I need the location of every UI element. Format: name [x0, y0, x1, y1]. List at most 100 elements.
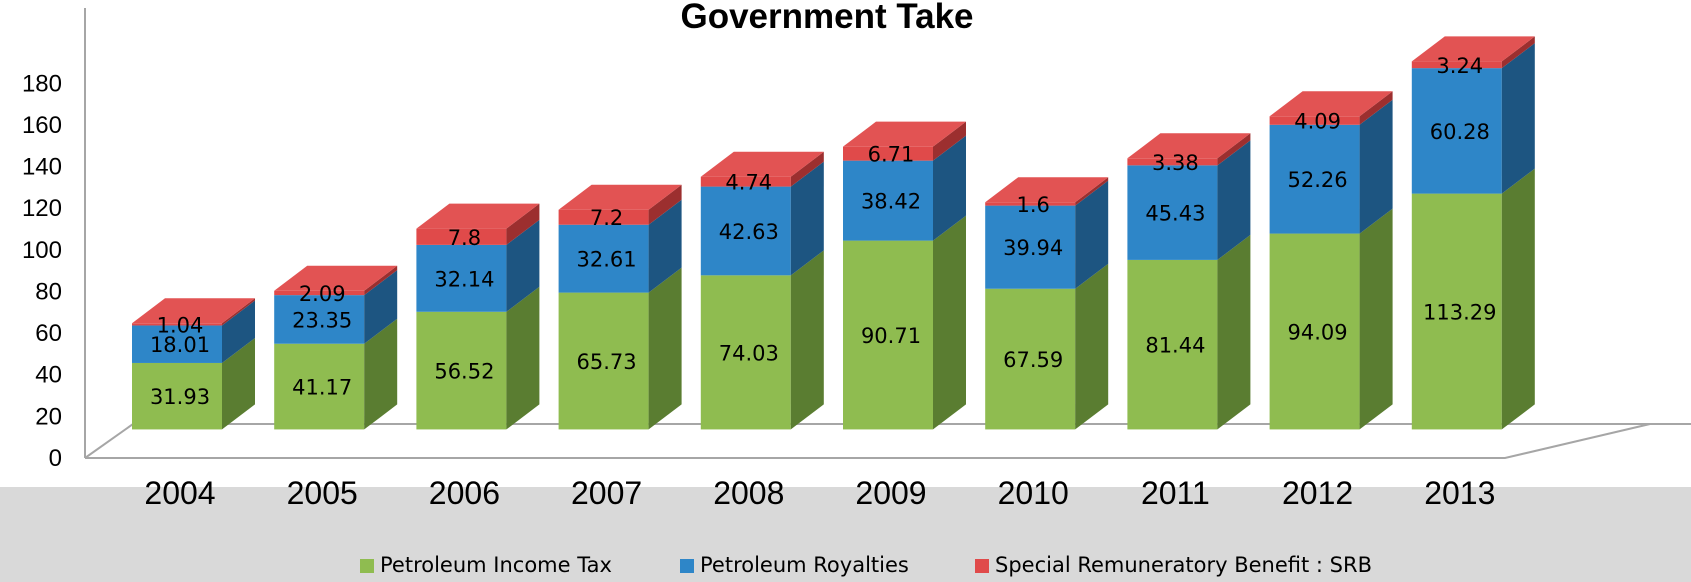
bar-segment-side — [648, 184, 682, 225]
y-tick-label: 160 — [22, 112, 62, 139]
data-label: 32.61 — [577, 248, 637, 272]
bar-segment — [1269, 124, 1360, 234]
bar-top — [843, 121, 966, 147]
bar-segment — [843, 240, 933, 430]
y-tick-label: 80 — [35, 278, 62, 305]
bar-segment — [132, 323, 222, 326]
chart-title: Government Take — [680, 0, 973, 36]
bar-segment-side — [1217, 234, 1251, 430]
bar-top — [985, 177, 1109, 203]
bar-segment-side — [1217, 140, 1251, 260]
legend-label: Petroleum Income Tax — [380, 553, 612, 577]
bar-segment — [843, 160, 933, 241]
bar-segment — [1127, 158, 1218, 166]
data-labels: 31.93 18.011.04 41.17 23.352.09 56.52 32.14 7.… — [150, 54, 1497, 409]
bar-segment-side — [364, 318, 398, 430]
x-axis-labels: 2004 2005 2006 2007 2008 2009 2010 2011 2012 2013 — [144, 475, 1495, 511]
x-tick-label: 2007 — [571, 475, 642, 511]
data-label: 3.24 — [1436, 54, 1483, 78]
bar-segment-side — [790, 161, 824, 276]
x-tick-label: 2005 — [287, 475, 358, 511]
bar-segment — [1411, 193, 1502, 430]
bar-segment-side — [790, 250, 824, 430]
bar-segment — [700, 186, 791, 276]
data-label: 39.94 — [1003, 236, 1063, 260]
bar-segment-side — [1359, 99, 1393, 234]
bar-segment — [985, 202, 1076, 206]
bar-segment-side — [364, 270, 398, 344]
y-axis: 0 20 40 60 80 100 120 140 160 180 — [22, 8, 86, 472]
data-label: 94.09 — [1288, 321, 1348, 345]
y-tick-label: 0 — [49, 445, 62, 472]
bar-segment — [700, 176, 791, 187]
bar-top — [1269, 91, 1393, 117]
data-label: 4.74 — [725, 171, 772, 195]
bar-segment-side — [1217, 133, 1251, 166]
y-tick-label: 100 — [22, 237, 62, 264]
bar-segment-side — [1075, 177, 1109, 206]
bar-segment — [132, 362, 222, 430]
data-label: 41.17 — [292, 376, 352, 400]
data-label: 65.73 — [577, 350, 637, 374]
data-label: 6.71 — [868, 143, 915, 167]
bar-segment-side — [1501, 36, 1535, 69]
bar-segment — [700, 275, 791, 430]
bar-segment — [274, 295, 365, 344]
bar-segment — [558, 224, 649, 293]
bar-segment-side — [648, 267, 682, 430]
x-tick-label: 2011 — [1141, 475, 1210, 511]
bar-segment-side — [222, 300, 255, 363]
bars — [132, 36, 1535, 430]
data-label: 23.35 — [292, 308, 352, 332]
bar-segment-side — [648, 199, 682, 293]
data-label: 42.63 — [719, 220, 779, 244]
bar-segment — [416, 311, 507, 430]
bar-segment-side — [222, 298, 255, 326]
bar-segment — [558, 209, 649, 225]
bar-segment-side — [1359, 208, 1393, 430]
bar-segment-side — [506, 219, 540, 312]
bar-segment — [1269, 116, 1360, 125]
bar-segment — [985, 288, 1076, 430]
legend-swatch — [680, 559, 694, 573]
x-tick-label: 2013 — [1424, 475, 1495, 511]
x-tick-label: 2012 — [1282, 475, 1353, 511]
x-tick-label: 2008 — [713, 475, 784, 511]
data-label: 1.04 — [157, 313, 204, 337]
bar-segment-side — [222, 337, 255, 430]
data-label: 56.52 — [434, 360, 494, 384]
legend-band — [0, 487, 1691, 582]
bar-segment-side — [506, 286, 540, 430]
legend-label: Petroleum Royalties — [700, 553, 909, 577]
bar-segment-side — [1501, 43, 1535, 194]
data-label: 67.59 — [1003, 348, 1063, 372]
bar-segment — [558, 292, 649, 430]
bar-top — [274, 265, 398, 291]
x-tick-label: 2004 — [144, 475, 215, 511]
y-tick-label: 20 — [35, 403, 62, 430]
y-tick-label: 180 — [22, 70, 62, 97]
data-label: 90.71 — [861, 324, 921, 348]
data-label: 7.2 — [590, 206, 623, 230]
bar-segment-side — [1501, 168, 1535, 430]
data-label: 31.93 — [150, 385, 210, 409]
bar-segment — [1411, 61, 1502, 69]
bar-segment-side — [1359, 91, 1393, 125]
bar-segment-side — [933, 215, 966, 430]
bar-segment — [1127, 259, 1218, 430]
data-label: 113.29 — [1423, 301, 1496, 325]
bar-segment-side — [364, 265, 398, 296]
bar-segment-side — [933, 135, 966, 241]
bar-top — [558, 184, 682, 210]
data-label: 38.42 — [861, 190, 921, 214]
data-label: 18.01 — [150, 333, 210, 357]
bar-segment — [1411, 68, 1502, 194]
legend-label: Special Remuneratory Benefit : SRB — [995, 553, 1372, 577]
data-label: 32.14 — [434, 267, 494, 291]
y-tick-label: 140 — [22, 154, 62, 181]
legend-swatch — [975, 559, 989, 573]
bar-segment — [132, 325, 222, 363]
bar-segment — [843, 146, 933, 161]
bar-segment — [1269, 233, 1360, 430]
